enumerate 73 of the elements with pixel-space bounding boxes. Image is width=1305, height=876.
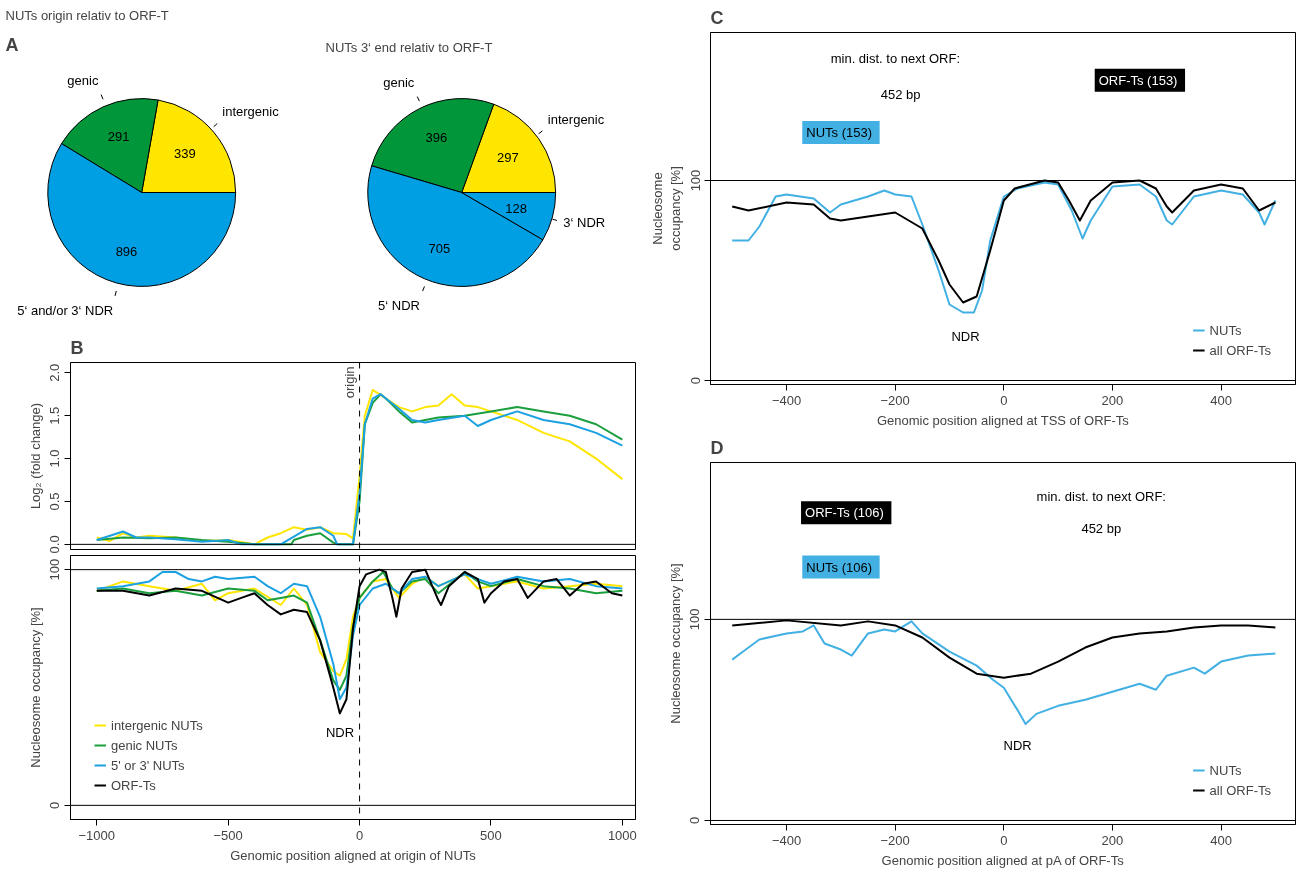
x-tick-label: 500 [480,827,502,843]
x-tick-label: 0 [1000,832,1008,848]
data-label: 297 [497,149,519,165]
annotation: 452 bp [1081,521,1122,537]
data-label: 705 [428,241,451,257]
annotation: NUTs (153) [806,124,873,140]
y-tick-label: 100 [687,169,703,192]
x-tick-label: 400 [1210,392,1232,408]
x-axis-title: Genomic position aligned at origin of NUTs [230,847,477,863]
slice-label: 5‘ NDR [378,297,421,313]
legend-label: NUTs [1209,762,1242,778]
annotation: ORF-Ts (106) [805,505,884,521]
y-axis-title: Nucleosome occupancy [%] [649,166,683,251]
annotation: NDR [1003,738,1032,754]
y-tick-label: 0 [687,376,703,385]
y-tick-label: 2.0 [47,363,63,382]
chart-title: NUTs origin relativ to ORF-T [5,7,169,23]
annotation: 452 bp [880,86,921,102]
y-tick-label: 100 [687,608,703,631]
data-label: 896 [115,244,138,260]
y-axis-title: Nucleosome occupancy [%] [27,607,43,768]
x-tick-label: −200 [880,392,910,408]
x-tick-label: 0 [355,827,364,843]
y-tick-label: 1.0 [47,449,63,468]
x-axis-title: Genomic position aligned at pA of ORF-Ts [881,852,1125,868]
slice-label: 3‘ NDR [563,214,606,230]
legend-label: NUTs [1209,322,1242,338]
slice-label: 5‘ and/or 3‘ NDR [17,302,114,318]
chart-title: NUTs 3‘ end relativ to ORF-T [325,39,493,55]
annotation: min. dist. to next ORF: [1036,489,1166,505]
y-tick-label: 0.0 [47,535,63,554]
x-tick-label: −200 [880,832,910,848]
text: B [70,337,84,358]
x-axis-title: Genomic position aligned at TSS of ORF-Ts [876,412,1130,428]
y-tick-label: 0 [687,816,703,825]
legend-label: intergenic NUTs [111,717,203,733]
slice-label: genic [383,75,415,91]
legend-label: all ORF-Ts [1209,342,1271,358]
y-tick-label: 100 [47,558,63,581]
y-axis-title: Log₂ (fold change) [27,402,43,510]
x-tick-label: −500 [213,827,243,843]
text: C [710,7,724,28]
annotation: NUTs (106) [806,559,873,575]
y-tick-label: 0.5 [47,492,63,511]
y-tick-label: 0 [47,801,63,809]
slice-label: intergenic [222,103,280,119]
y-axis-title: Nucleosome occupancy [%] [667,563,683,724]
x-tick-label: 200 [1101,392,1124,408]
text: D [710,437,724,458]
legend-label: genic NUTs [111,737,178,753]
slice-label: intergenic [547,111,605,127]
x-tick-label: 0 [1000,392,1008,408]
legend-label: all ORF-Ts [1209,782,1271,798]
x-tick-label: 400 [1210,832,1232,848]
annotation: NDR [325,724,355,740]
data-label: 128 [505,200,527,216]
x-tick-label: −400 [771,832,802,848]
text: A [5,34,19,55]
data-label: 339 [174,145,196,161]
annotation: min. dist. to next ORF: [830,51,961,67]
y-tick-label: 1.5 [47,406,63,425]
legend-label: ORF-Ts [111,777,156,793]
ref-line-label: origin [341,366,357,399]
data-label: 291 [107,129,130,145]
x-tick-label: 1000 [607,827,637,843]
legend-label: 5' or 3' NUTs [111,757,185,773]
annotation: ORF-Ts (153) [1098,72,1178,88]
x-tick-label: −1000 [78,827,116,843]
slice-label: genic [67,73,99,89]
x-tick-label: 200 [1101,832,1124,848]
data-label: 396 [425,130,448,146]
annotation: NDR [951,329,980,345]
x-tick-label: −400 [771,392,802,408]
